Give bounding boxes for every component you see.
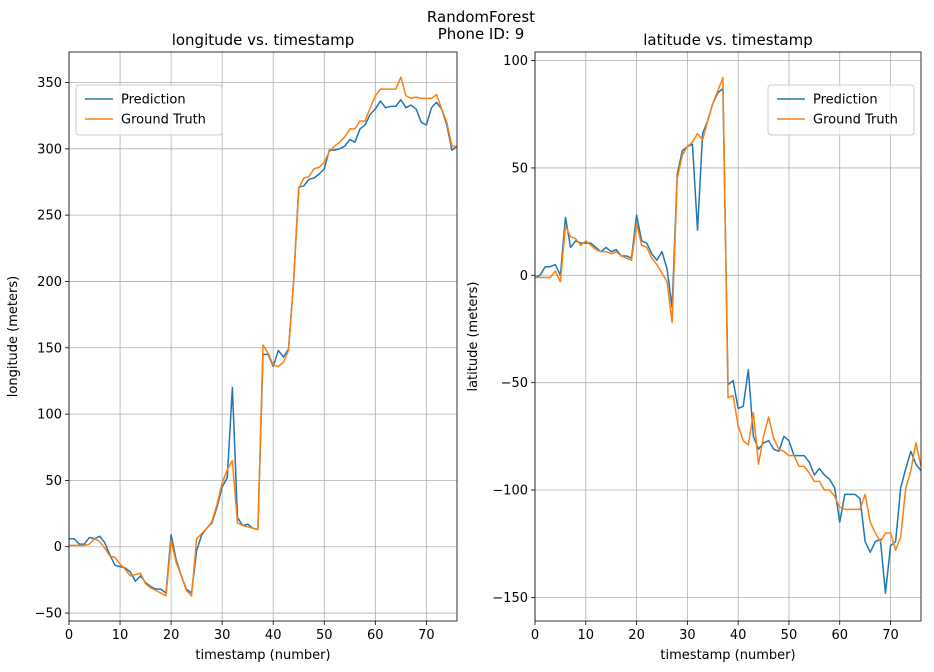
latitude-legend: Prediction Ground Truth bbox=[767, 84, 915, 136]
legend-frame bbox=[75, 84, 223, 136]
x-tick-label: 50 bbox=[781, 628, 798, 643]
y-tick-label: −150 bbox=[492, 591, 528, 606]
x-tick-label: 40 bbox=[265, 628, 282, 643]
latitude-chart: 0 10 20 30 40 50 60 70 −150 −100 −50 0 50 100 latitude… bbox=[466, 31, 922, 663]
latitude-x-axis-label: timestamp (number) bbox=[660, 648, 795, 663]
longitude-legend: Prediction Ground Truth bbox=[75, 84, 223, 136]
longitude-ground-truth-line bbox=[69, 76, 457, 597]
plot-frame bbox=[68, 51, 458, 622]
x-tick-label: 20 bbox=[163, 628, 180, 643]
y-tick-label: −100 bbox=[492, 484, 528, 499]
latitude-y-axis-label: latitude (meters) bbox=[466, 281, 481, 391]
x-tick-label: 30 bbox=[679, 628, 696, 643]
x-tick-label: 20 bbox=[628, 628, 645, 643]
legend-label-prediction: Prediction bbox=[813, 93, 878, 108]
legend-frame bbox=[767, 84, 915, 136]
y-tick-label: 50 bbox=[45, 474, 62, 489]
y-tick-label: 200 bbox=[37, 275, 62, 290]
longitude-chart-title: longitude vs. timestamp bbox=[172, 31, 355, 49]
y-tick-label: 100 bbox=[37, 408, 62, 423]
y-tick-label: −50 bbox=[501, 376, 528, 391]
x-tick-label: 0 bbox=[531, 628, 539, 643]
longitude-y-axis-label: longitude (meters) bbox=[6, 276, 21, 397]
x-tick-label: 10 bbox=[112, 628, 129, 643]
y-tick-label: 350 bbox=[37, 76, 62, 91]
legend-label-ground-truth: Ground Truth bbox=[813, 113, 898, 128]
y-tick-label: −50 bbox=[35, 607, 62, 622]
plot-frame bbox=[534, 51, 922, 622]
y-tick-label: 300 bbox=[37, 142, 62, 157]
x-tick-label: 40 bbox=[730, 628, 747, 643]
x-tick-label: 30 bbox=[214, 628, 231, 643]
x-tick-label: 70 bbox=[418, 628, 435, 643]
x-tick-label: 60 bbox=[367, 628, 384, 643]
y-tick-label: 150 bbox=[37, 341, 62, 356]
legend-label-prediction: Prediction bbox=[121, 93, 186, 108]
x-tick-label: 10 bbox=[578, 628, 595, 643]
y-tick-label: 0 bbox=[520, 269, 528, 284]
longitude-chart: 0 10 20 30 40 50 60 70−50050100150200250300350l… bbox=[6, 31, 458, 663]
figure-title-line1: RandomForest bbox=[427, 8, 535, 26]
latitude-chart-title: latitude vs. timestamp bbox=[643, 31, 812, 49]
x-tick-label: 50 bbox=[316, 628, 333, 643]
x-tick-label: 60 bbox=[831, 628, 848, 643]
latitude-ground-truth-line bbox=[535, 77, 921, 551]
x-tick-label: 0 bbox=[65, 628, 73, 643]
y-tick-label: 0 bbox=[54, 540, 62, 555]
latitude-prediction-line bbox=[535, 87, 921, 594]
y-tick-label: 250 bbox=[37, 209, 62, 224]
figure-title-line2: Phone ID: 9 bbox=[438, 25, 525, 43]
y-tick-label: 100 bbox=[503, 54, 528, 69]
longitude-x-axis-label: timestamp (number) bbox=[195, 648, 330, 663]
legend-label-ground-truth: Ground Truth bbox=[121, 113, 206, 128]
y-tick-label: 50 bbox=[511, 161, 528, 176]
x-tick-label: 70 bbox=[882, 628, 899, 643]
